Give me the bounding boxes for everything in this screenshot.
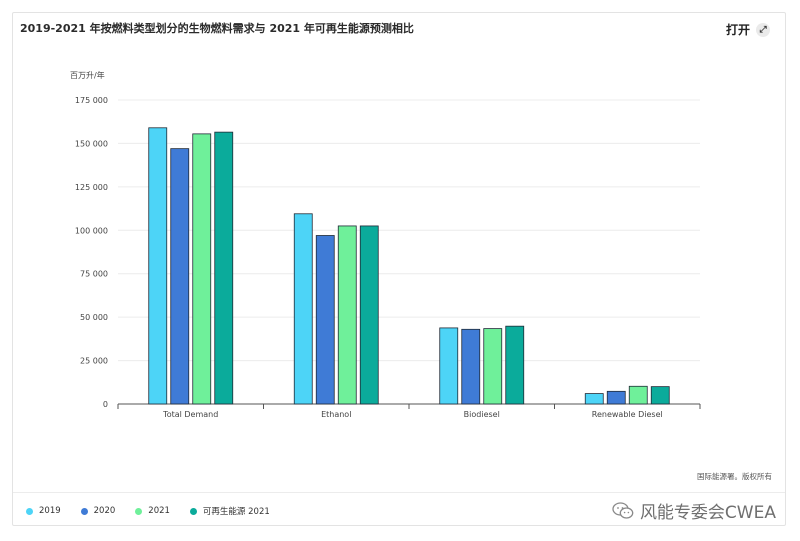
legend-swatch (189, 507, 197, 515)
y-tick-label: 50 000 (80, 313, 108, 322)
legend-label: 2019 (39, 506, 61, 516)
bar (439, 327, 459, 405)
bar (214, 131, 234, 405)
bar (148, 127, 168, 405)
y-tick-label: 0 (103, 400, 108, 409)
bar (461, 328, 481, 405)
bar (505, 325, 525, 405)
legend-label: 2020 (93, 506, 116, 516)
legend-swatch (80, 507, 88, 515)
watermark: 风能专委会CWEA (612, 498, 776, 523)
bar (192, 133, 212, 405)
bar (170, 148, 190, 405)
y-tick-label: 75 000 (80, 270, 108, 279)
bar (359, 225, 379, 405)
legend-divider (13, 492, 785, 493)
legend-swatch (26, 507, 33, 515)
x-tick-label: Renewable Diesel (592, 410, 663, 419)
bar (483, 328, 503, 405)
bar (315, 235, 335, 405)
source-note: 国际能源署。版权所有 (697, 472, 772, 481)
bar (293, 213, 313, 405)
legend-label: 可再生能源 2021 (202, 507, 270, 517)
wechat-icon (612, 501, 634, 519)
open-label: 打开 (725, 23, 750, 37)
y-tick-label: 25 000 (80, 357, 108, 366)
y-axis-unit: 百万升/年 (70, 71, 105, 80)
chart-card (12, 12, 786, 526)
legend-item[interactable]: 2020 (80, 505, 116, 517)
x-tick-label: Ethanol (321, 410, 351, 419)
y-tick-label: 125 000 (75, 183, 108, 192)
open-button[interactable]: 打开 ⤢ (726, 21, 770, 38)
x-tick-label: Total Demand (162, 410, 218, 419)
chart-title: 2019-2021 年按燃料类型划分的生物燃料需求与 2021 年可再生能源预测… (20, 22, 414, 35)
y-tick-label: 150 000 (75, 139, 108, 148)
y-tick-label: 100 000 (75, 226, 108, 235)
legend-swatch (135, 507, 143, 515)
legend-item[interactable]: 2021 (135, 505, 170, 517)
chart-legend: 2019 2020 2021 可再生能源 2021 (26, 505, 270, 517)
y-tick-label: 175 000 (75, 96, 108, 105)
bar (337, 225, 357, 405)
legend-label: 2021 (148, 506, 170, 516)
bar (650, 386, 670, 405)
expand-icon: ⤢ (756, 22, 770, 37)
legend-item[interactable]: 2019 (26, 505, 61, 517)
watermark-text: 风能专委会CWEA (639, 503, 776, 523)
bar (584, 393, 604, 405)
bar (628, 385, 648, 405)
x-tick-label: Biodiesel (464, 410, 500, 419)
bar (606, 390, 626, 405)
legend-item[interactable]: 可再生能源 2021 (189, 505, 270, 517)
